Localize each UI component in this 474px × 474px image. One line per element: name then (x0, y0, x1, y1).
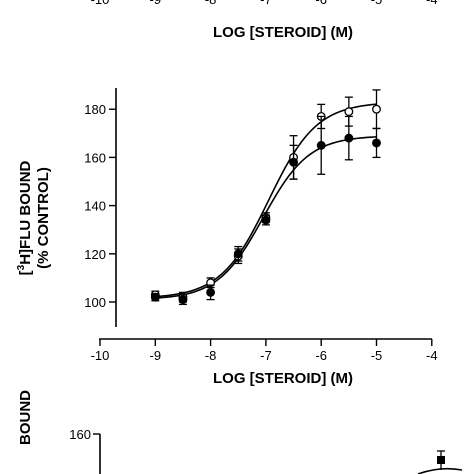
main-panel: [3H]FLU BOUND (% CONTROL) 100 120 140 160 18… (16, 88, 438, 387)
y-axis-title-line1: [3H]FLU BOUND (16, 160, 34, 275)
y-tick-label: 140 (84, 199, 106, 214)
x-tick-label: -4 (426, 348, 438, 363)
y-tick-label: 120 (84, 247, 106, 262)
filled-data-point (233, 249, 243, 259)
bottom-y-axis-title-text: BOUND (17, 390, 34, 445)
filled-data-point (178, 295, 188, 305)
y-axis-ticks: 100 120 140 160 180 (84, 102, 116, 310)
filled-data-point (372, 138, 381, 148)
top-x-tick-label: -9 (150, 0, 162, 7)
top-x-tick-label: -8 (205, 0, 217, 7)
filled-data-point (289, 157, 298, 167)
open-data-point (344, 107, 354, 117)
x-axis-title: LOG [STEROID] (M) (213, 370, 353, 387)
y-tick-label: 160 (84, 150, 106, 165)
filled-data-point (344, 133, 354, 143)
bottom-fit-curve (417, 467, 463, 474)
top-x-tick-label: -5 (371, 0, 383, 7)
fit-curve-open-circle (155, 103, 377, 298)
y-axis-title-rest: H]FLU BOUND (17, 160, 34, 264)
bottom-y-axis-title: BOUND (17, 390, 34, 445)
x-tick-label: -10 (91, 348, 110, 363)
x-tick-label: -8 (205, 348, 217, 363)
open-data-point (372, 104, 381, 114)
fit-curves (155, 103, 377, 299)
top-x-tick-labels: -10 -9 -8 -7 -6 -5 -4 (91, 0, 438, 7)
filled-data-point (150, 292, 160, 302)
top-x-tick-label: -7 (260, 0, 272, 7)
y-axis-title: [3H]FLU BOUND (% CONTROL) (16, 160, 52, 275)
top-x-tick-label: -6 (315, 0, 327, 7)
x-tick-label: -9 (150, 348, 162, 363)
y-tick-label: 180 (84, 102, 106, 117)
x-tick-label: -6 (315, 348, 327, 363)
top-x-axis-title: LOG [STEROID] (M) (213, 24, 353, 41)
bottom-y-tick-label: 160 (69, 427, 91, 442)
filled-data-point (316, 140, 326, 150)
filled-data-point (206, 287, 216, 297)
top-panel: -10 -9 -8 -7 -6 -5 -4 LOG [STEROID] (M) (91, 0, 438, 41)
top-x-tick-label: -4 (426, 0, 438, 7)
y-tick-label: 100 (84, 295, 106, 310)
filled-data-point (261, 215, 271, 225)
x-tick-label: -5 (371, 348, 383, 363)
x-tick-label: -7 (260, 348, 272, 363)
x-axis-ticks: -10 -9 -8 -7 -6 -5 -4 (91, 339, 438, 363)
bottom-panel: BOUND 160 (17, 390, 463, 474)
data-points (150, 89, 381, 306)
y-axis-title-superscript: 3 (16, 264, 27, 270)
bottom-data-point (437, 456, 445, 464)
y-axis-title-line2: (% CONTROL) (35, 167, 52, 269)
top-x-tick-label: -10 (91, 0, 110, 7)
